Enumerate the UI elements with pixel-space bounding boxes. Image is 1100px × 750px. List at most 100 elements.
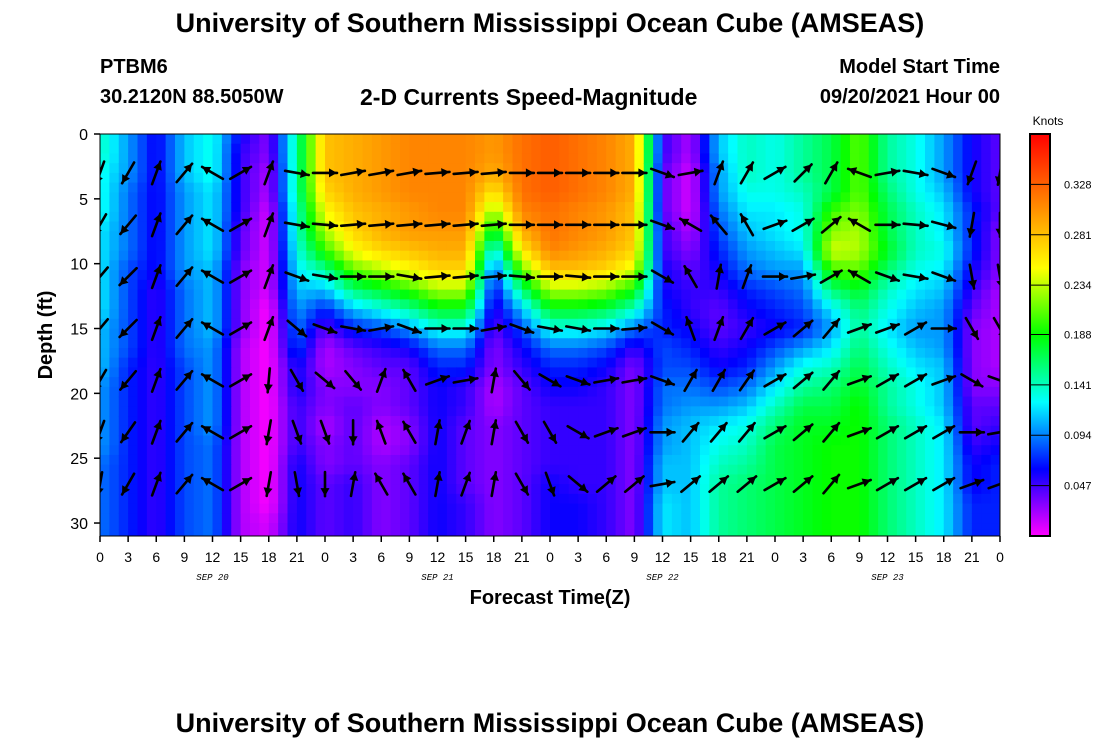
heatmap-cell bbox=[371, 445, 382, 456]
heatmap-cell bbox=[578, 435, 589, 446]
heatmap-cell bbox=[746, 464, 757, 476]
heatmap-cell bbox=[850, 328, 860, 339]
heatmap-cell bbox=[465, 435, 476, 446]
heatmap-cell bbox=[850, 464, 860, 476]
heatmap-cell bbox=[690, 143, 701, 155]
heatmap-cell bbox=[446, 153, 457, 164]
heatmap-cell bbox=[559, 484, 570, 495]
heatmap-cell bbox=[962, 445, 973, 456]
heatmap-cell bbox=[428, 163, 439, 174]
heatmap-cell bbox=[100, 503, 110, 514]
heatmap-cell bbox=[400, 231, 410, 242]
heatmap-cell bbox=[737, 231, 748, 242]
heatmap-cell bbox=[221, 454, 232, 466]
current-vector bbox=[739, 316, 755, 341]
heatmap-cell bbox=[503, 377, 514, 388]
heatmap-cell bbox=[690, 416, 701, 427]
heatmap-cell bbox=[737, 416, 748, 427]
heatmap-cell bbox=[240, 357, 251, 369]
heatmap-cell bbox=[737, 435, 748, 446]
heatmap-cell bbox=[456, 163, 467, 174]
heatmap-cell bbox=[625, 172, 635, 184]
heatmap-cell bbox=[231, 357, 242, 369]
heatmap-cell bbox=[128, 289, 139, 300]
current-vector bbox=[312, 323, 338, 335]
heatmap-cell bbox=[484, 523, 495, 531]
heatmap-cell bbox=[840, 202, 851, 213]
heatmap-cell bbox=[765, 211, 776, 223]
heatmap-cell bbox=[868, 523, 879, 531]
heatmap-cell bbox=[493, 503, 504, 514]
heatmap-cell bbox=[559, 172, 570, 184]
chart-subtitle: 2-D Currents Speed-Magnitude bbox=[360, 84, 698, 110]
heatmap-cell bbox=[156, 289, 167, 300]
heatmap-cell bbox=[521, 445, 532, 456]
heatmap-cell bbox=[540, 347, 551, 359]
heatmap-cell bbox=[653, 406, 664, 417]
heatmap-cell bbox=[850, 221, 860, 232]
heatmap-cell bbox=[840, 386, 851, 398]
heatmap-cell bbox=[231, 503, 242, 514]
heatmap-cell bbox=[146, 406, 157, 417]
heatmap-cell bbox=[146, 309, 157, 320]
heatmap-cell bbox=[812, 396, 823, 407]
colorbar-gradient bbox=[1029, 133, 1051, 537]
heatmap-cell bbox=[268, 231, 279, 242]
heatmap-cell bbox=[765, 299, 776, 310]
heatmap-cell bbox=[971, 464, 982, 476]
heatmap-cell bbox=[540, 279, 551, 291]
heatmap-cell bbox=[793, 182, 804, 193]
heatmap-cell bbox=[671, 250, 682, 262]
heatmap-cell bbox=[231, 299, 242, 310]
heatmap-cell bbox=[887, 143, 898, 155]
heatmap-cell bbox=[400, 454, 410, 466]
heatmap-cell bbox=[381, 396, 392, 407]
heatmap-cell bbox=[803, 513, 814, 524]
heatmap-cell bbox=[700, 328, 710, 339]
heatmap-cell bbox=[343, 279, 354, 291]
heatmap-cell bbox=[259, 406, 270, 417]
heatmap-cell bbox=[765, 513, 776, 524]
heatmap-cell bbox=[109, 338, 120, 349]
heatmap-cell bbox=[334, 454, 345, 466]
heatmap-cell bbox=[981, 435, 992, 446]
heatmap-cell bbox=[850, 134, 860, 145]
heatmap-cell bbox=[240, 250, 251, 262]
heatmap-cell bbox=[343, 435, 354, 446]
heatmap-cell bbox=[728, 318, 739, 330]
heatmap-cell bbox=[371, 250, 382, 262]
heatmap-cell bbox=[212, 240, 223, 252]
heatmap-cell bbox=[990, 260, 1000, 271]
heatmap-cell bbox=[165, 513, 176, 524]
heatmap-cell bbox=[756, 172, 767, 184]
heatmap-cell bbox=[700, 357, 710, 369]
heatmap-cell bbox=[943, 347, 954, 359]
heatmap-cell bbox=[118, 493, 129, 505]
heatmap-cell bbox=[868, 192, 879, 203]
heatmap-cell bbox=[503, 192, 514, 203]
heatmap-cell bbox=[100, 289, 110, 300]
heatmap-cell bbox=[296, 338, 307, 349]
heatmap-cell bbox=[175, 445, 185, 456]
heatmap-cell bbox=[925, 386, 935, 398]
heatmap-cell bbox=[812, 202, 823, 213]
heatmap-cell bbox=[250, 182, 260, 193]
heatmap-cell bbox=[268, 338, 279, 349]
heatmap-cell bbox=[493, 347, 504, 359]
heatmap-cell bbox=[559, 211, 570, 223]
heatmap-cell bbox=[540, 445, 551, 456]
heatmap-cell bbox=[728, 406, 739, 417]
heatmap-cell bbox=[465, 182, 476, 193]
heatmap-cell bbox=[306, 153, 317, 164]
heatmap-cell bbox=[615, 445, 626, 456]
heatmap-cell bbox=[765, 182, 776, 193]
heatmap-cell bbox=[268, 474, 279, 485]
heatmap-cell bbox=[184, 182, 195, 193]
heatmap-cell bbox=[765, 240, 776, 252]
heatmap-cell bbox=[203, 202, 214, 213]
heatmap-cell bbox=[850, 202, 860, 213]
heatmap-cell bbox=[962, 435, 973, 446]
heatmap-cell bbox=[831, 260, 842, 271]
heatmap-cell bbox=[109, 357, 120, 369]
heatmap-cell bbox=[231, 425, 242, 437]
